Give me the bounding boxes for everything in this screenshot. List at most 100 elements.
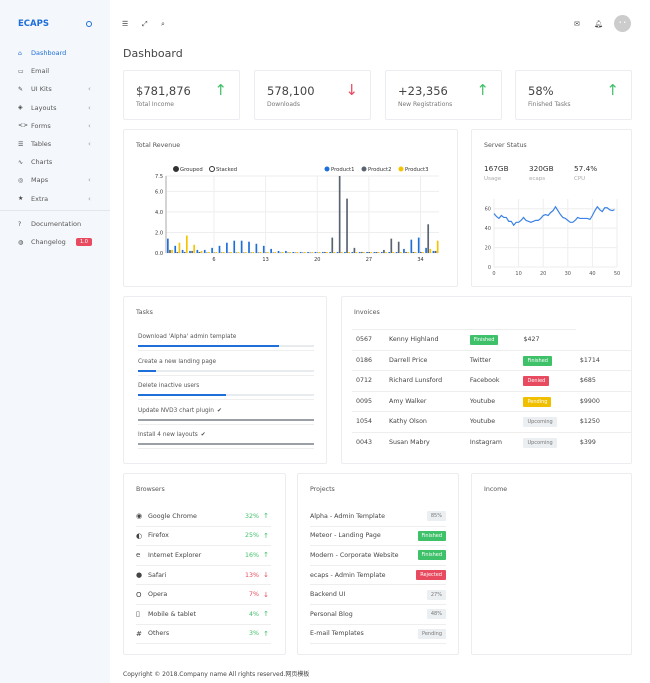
mode-radio-grouped[interactable] <box>173 166 179 172</box>
table-row[interactable]: 0043 Susan Mabry Instagram Upcoming $399 <box>352 431 631 453</box>
sidebar-item-ui-kits[interactable]: ✎ UI Kits ‹ <box>0 80 110 98</box>
chevron-left-icon: ‹ <box>88 121 91 130</box>
version-badge: 1.0 <box>76 238 92 247</box>
topbar: ☰ ⤢ ⌕ ✉ 🔔︎ • • <box>110 0 650 48</box>
project-item[interactable]: E-mail Templates Pending <box>310 625 446 645</box>
sidebar-item-documentation[interactable]: ? Documentation <box>0 215 110 233</box>
bar-product2 <box>338 176 341 253</box>
project-item[interactable]: Personal Blog 48% <box>310 605 446 625</box>
table-row[interactable]: 0186 Darrell Price Twitter Finished $1714 <box>352 349 631 371</box>
project-status-badge: Rejected <box>416 570 446 581</box>
x-tick-label: 34 <box>417 257 423 263</box>
table-row[interactable]: 1054 Kathy Olson Youtube Upcoming $1250 <box>352 411 631 432</box>
bar-product3 <box>259 251 262 253</box>
project-item[interactable]: Backend UI 27% <box>310 585 446 605</box>
sidebar-item-dashboard[interactable]: ⌂ Dashboard <box>0 44 110 62</box>
inbox-icon: ▭ <box>18 67 24 75</box>
browser-icon: ▯ <box>136 610 140 619</box>
sidebar-item-label: UI Kits <box>31 85 52 94</box>
sidebar-item-forms[interactable]: <> Forms ‹ <box>0 117 110 135</box>
bar-product3 <box>245 251 247 253</box>
bar-product2 <box>183 251 186 253</box>
sidebar-item-extra[interactable]: ★ Extra ‹ <box>0 190 110 208</box>
menu-icon[interactable]: ☰ <box>122 20 129 28</box>
server-line-chart: 0 20 40 60 0 10 20 30 40 50 <box>485 199 620 277</box>
card-title: Total Revenue <box>136 142 181 149</box>
task-progress-fill <box>138 369 156 372</box>
table-cell: Instagram <box>465 431 520 453</box>
cell-text: Facebook <box>469 377 500 385</box>
mode-radio-stacked[interactable] <box>209 166 215 172</box>
card-title: Tasks <box>136 309 153 316</box>
brand-logo[interactable]: ECAPS <box>18 19 49 29</box>
task-item[interactable]: Install 4 new layouts ✔ <box>138 432 314 449</box>
browser-item: ● Safari 13% ↓ <box>136 566 271 586</box>
bar-product2 <box>434 250 437 253</box>
sidebar-item-layouts[interactable]: ◈ Layouts ‹ <box>0 99 110 117</box>
y-tick-label: 0.0 <box>155 251 163 257</box>
bar-product3 <box>355 251 358 253</box>
bar-product1 <box>233 240 236 253</box>
project-item[interactable]: ecaps - Admin Template Rejected <box>310 566 446 586</box>
table-cell: Amy Walker <box>385 390 466 412</box>
bar-product1 <box>299 251 302 253</box>
chart-line-icon: ∿ <box>18 158 24 166</box>
sidebar-item-email[interactable]: ▭ Email <box>0 62 110 80</box>
task-item[interactable]: Download 'Alpha' admin template <box>138 334 314 351</box>
avatar[interactable]: • • <box>614 15 631 32</box>
legend-marker[interactable] <box>398 166 404 172</box>
table-cell: $427 <box>519 329 576 350</box>
trend-down-icon: ↓ <box>263 590 269 599</box>
task-item[interactable]: Create a new landing page <box>138 359 314 376</box>
legend-marker[interactable] <box>361 166 367 172</box>
project-item[interactable]: Alpha - Admin Template 85% <box>310 507 446 527</box>
table-cell: Finished <box>465 329 520 350</box>
table-row[interactable]: 0567 Kenny Highland Finished $427 <box>352 329 631 350</box>
table-cell: 0186 <box>352 349 386 371</box>
bar-product2 <box>206 252 208 253</box>
search-icon[interactable]: ⌕ <box>161 20 165 28</box>
bar-product3 <box>281 251 284 253</box>
table-cell: Youtube <box>465 411 520 432</box>
status-badge: Pending <box>523 396 552 407</box>
arrow-down-icon: ↓ <box>345 81 358 99</box>
bar-product1 <box>240 240 243 253</box>
cell-text: $1250 <box>579 418 600 426</box>
task-item[interactable]: Delete inactive users <box>138 383 314 400</box>
table-row[interactable]: 0712 Richard Lunsford Facebook Denied $685 <box>352 370 631 391</box>
target-icon: ◎ <box>18 176 24 184</box>
bar-product2 <box>198 251 201 253</box>
sidebar-item-tables[interactable]: ☰ Tables ‹ <box>0 135 110 153</box>
bar-product2 <box>309 252 311 253</box>
stat-value: 58% <box>528 84 554 98</box>
project-item[interactable]: Meteor - Landing Page Finished <box>310 527 446 547</box>
sidebar-toggle-icon[interactable] <box>86 21 92 27</box>
stat-label: Downloads <box>267 101 300 108</box>
table-cell: 0567 <box>352 329 386 350</box>
mail-icon[interactable]: ✉ <box>574 20 580 28</box>
table-cell: Kathy Olson <box>385 411 466 432</box>
sidebar-item-charts[interactable]: ∿ Charts <box>0 153 110 171</box>
browser-icon: ◉ <box>136 512 143 521</box>
y-tick-label: 7.5 <box>155 174 163 180</box>
browser-percent: 13% <box>245 571 259 579</box>
project-status-badge: 48% <box>426 609 446 620</box>
sidebar-item-label: Email <box>31 67 50 76</box>
cell-text: 1054 <box>356 418 373 426</box>
fullscreen-icon[interactable]: ⤢ <box>142 20 148 28</box>
task-item[interactable]: Update NVD3 chart plugin ✔ <box>138 408 314 425</box>
cell-text: Richard Lunsford <box>389 377 443 385</box>
x-tick-label: 20 <box>314 257 320 263</box>
project-item[interactable]: Modern - Corporate Website Finished <box>310 546 446 566</box>
bar-product1 <box>366 251 368 253</box>
table-row[interactable]: 0095 Amy Walker Youtube Pending $9900 <box>352 390 631 412</box>
chevron-left-icon: ‹ <box>88 140 91 149</box>
bell-icon[interactable]: 🔔︎ <box>594 20 603 28</box>
cell-text: Kathy Olson <box>389 418 427 426</box>
table-cell: $1250 <box>575 411 631 432</box>
legend-marker[interactable] <box>324 166 330 172</box>
sidebar-item-changelog[interactable]: ◍ Changelog 1.0 <box>0 233 110 251</box>
table-cell: 0095 <box>352 390 386 412</box>
sidebar-item-maps[interactable]: ◎ Maps ‹ <box>0 171 110 189</box>
project-name: Meteor - Landing Page <box>310 532 381 540</box>
